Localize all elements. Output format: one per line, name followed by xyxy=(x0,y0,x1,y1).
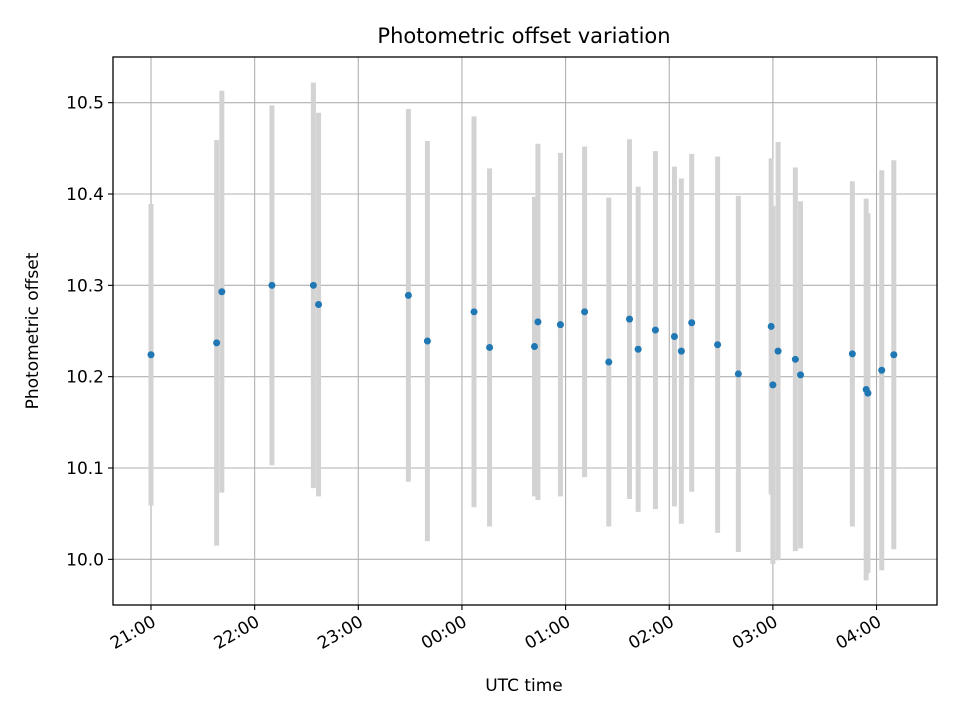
data-point xyxy=(774,347,782,355)
y-tick-label: 10.1 xyxy=(66,459,104,479)
y-tick-label: 10.3 xyxy=(66,276,104,296)
y-axis-label: Photometric offset xyxy=(23,252,43,409)
data-point xyxy=(218,288,226,296)
data-point xyxy=(309,281,317,289)
data-point xyxy=(734,370,742,378)
plot-frame xyxy=(112,56,938,606)
data-point xyxy=(670,332,678,340)
data-point xyxy=(864,389,872,397)
y-tick-label: 10.2 xyxy=(66,368,104,388)
data-point xyxy=(626,315,634,323)
data-point xyxy=(581,308,589,316)
data-point xyxy=(890,351,898,359)
y-tick-label: 10.4 xyxy=(66,185,104,205)
data-point xyxy=(688,319,696,327)
data-point xyxy=(404,291,412,299)
data-point xyxy=(878,366,886,374)
data-point xyxy=(556,321,564,329)
y-tick-label: 10.0 xyxy=(66,550,104,570)
data-point xyxy=(797,371,805,379)
chart-title: Photometric offset variation xyxy=(377,24,670,48)
data-point xyxy=(634,345,642,353)
data-point xyxy=(651,326,659,334)
data-point xyxy=(848,350,856,358)
data-point xyxy=(769,381,777,389)
y-axis-ticks: 10.0 10.1 10.2 10.3 10.4 10.5 xyxy=(66,94,113,570)
y-tick-label: 10.5 xyxy=(66,94,104,114)
data-point xyxy=(268,281,276,289)
data-point xyxy=(423,337,431,345)
x-axis-label: UTC time xyxy=(485,676,563,696)
data-point xyxy=(147,351,155,359)
data-point xyxy=(767,322,775,330)
data-point xyxy=(605,358,613,366)
data-point xyxy=(213,339,221,347)
data-points xyxy=(147,281,898,397)
data-point xyxy=(486,343,494,351)
data-point xyxy=(470,308,478,316)
grid xyxy=(113,57,937,605)
data-point xyxy=(531,343,539,351)
data-point xyxy=(534,318,542,326)
data-point xyxy=(315,301,323,309)
data-point xyxy=(791,355,799,363)
data-point xyxy=(714,341,722,349)
data-point xyxy=(677,347,685,355)
